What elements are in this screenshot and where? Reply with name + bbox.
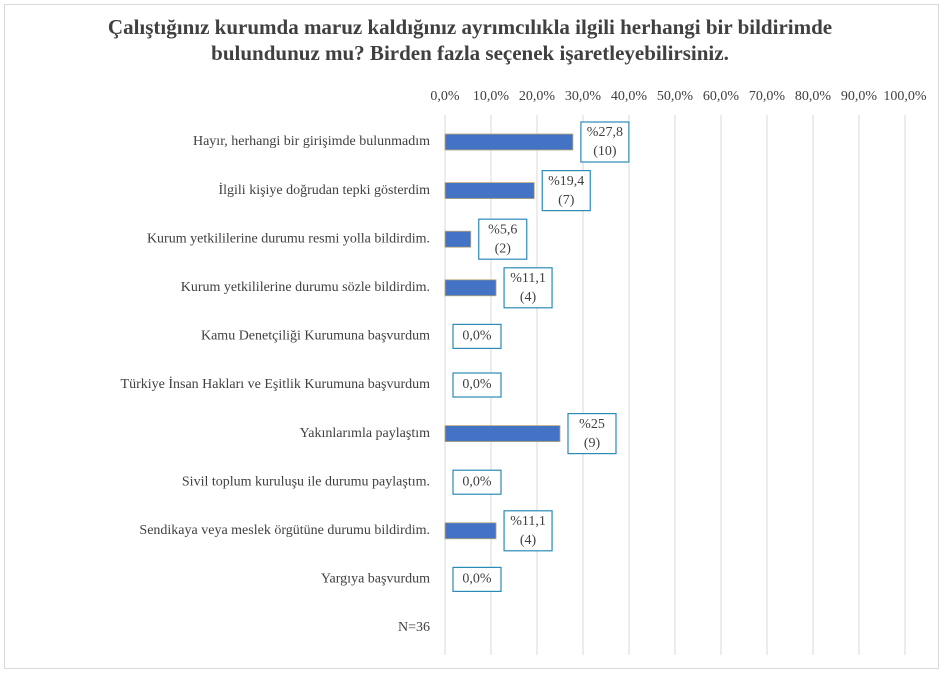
- count-label: (7): [558, 193, 575, 208]
- y-tick-label: Kamu Denetçiliği Kurumuna başvurdum: [201, 329, 430, 344]
- value-label: %11,1: [510, 514, 546, 529]
- y-tick-label: Türkiye İnsan Hakları ve Eşitlik Kurumun…: [121, 376, 431, 392]
- x-tick-label: 90,0%: [841, 89, 878, 104]
- bar: [444, 425, 561, 443]
- x-tick-label: 30,0%: [565, 89, 602, 104]
- value-label: %19,4: [548, 174, 584, 189]
- value-label: %11,1: [510, 271, 546, 286]
- value-label: %27,8: [587, 125, 623, 140]
- y-tick-label: Yakınlarımla paylaştım: [300, 426, 431, 441]
- count-label: (4): [520, 533, 537, 548]
- label-box: [503, 510, 553, 552]
- y-tick-label: İlgili kişiye doğrudan tepki gösterdim: [218, 182, 430, 198]
- x-tick-label: 60,0%: [703, 89, 740, 104]
- value-label: 0,0%: [462, 377, 492, 392]
- count-label: (10): [593, 144, 617, 159]
- count-label: (4): [520, 290, 537, 305]
- label-box: [503, 267, 553, 309]
- value-label: 0,0%: [462, 572, 492, 587]
- label-box: [580, 121, 630, 163]
- label-box: [541, 170, 591, 212]
- x-tick-label: 70,0%: [749, 89, 786, 104]
- y-tick-label: Sivil toplum kuruluşu ile durumu paylaşt…: [182, 474, 430, 489]
- label-box: [478, 218, 528, 260]
- label-box: [452, 323, 502, 349]
- label-box: [567, 413, 617, 455]
- x-tick-label: 50,0%: [657, 89, 694, 104]
- count-label: (2): [495, 241, 512, 256]
- x-tick-label: 10,0%: [473, 89, 510, 104]
- value-label: %5,6: [488, 222, 517, 237]
- note: N=36: [398, 620, 430, 635]
- label-box: [452, 566, 502, 593]
- value-label: 0,0%: [462, 474, 492, 489]
- count-label: (9): [584, 436, 601, 451]
- bar: [444, 279, 497, 297]
- chart-title: Çalıştığınız kurumda maruz kaldığınız ay…: [107, 15, 833, 65]
- bar: [444, 133, 574, 151]
- value-label: %25: [579, 417, 605, 432]
- x-tick-label: 40,0%: [611, 89, 648, 104]
- bar: [444, 182, 535, 200]
- bar: [444, 230, 472, 248]
- bar: [444, 522, 497, 540]
- x-tick-label: 80,0%: [795, 89, 832, 104]
- x-tick-label: 100,0%: [883, 89, 927, 104]
- x-tick-label: 0,0%: [430, 89, 460, 104]
- label-box: [452, 469, 502, 495]
- y-tick-label: Kurum yetkililerine durumu resmi yolla b…: [147, 231, 430, 246]
- frame: [4, 4, 939, 669]
- label-box: [452, 372, 502, 398]
- y-tick-label: Kurum yetkililerine durumu sözle bildird…: [181, 280, 430, 295]
- x-tick-label: 20,0%: [519, 89, 556, 104]
- y-tick-label: Hayır, herhangi bir girişimde bulunmadım: [193, 134, 430, 149]
- value-label: 0,0%: [462, 329, 492, 344]
- y-tick-label: Sendikaya veya meslek örgütüne durumu bi…: [139, 523, 430, 538]
- y-tick-label: Yargıya başvurdum: [321, 572, 430, 587]
